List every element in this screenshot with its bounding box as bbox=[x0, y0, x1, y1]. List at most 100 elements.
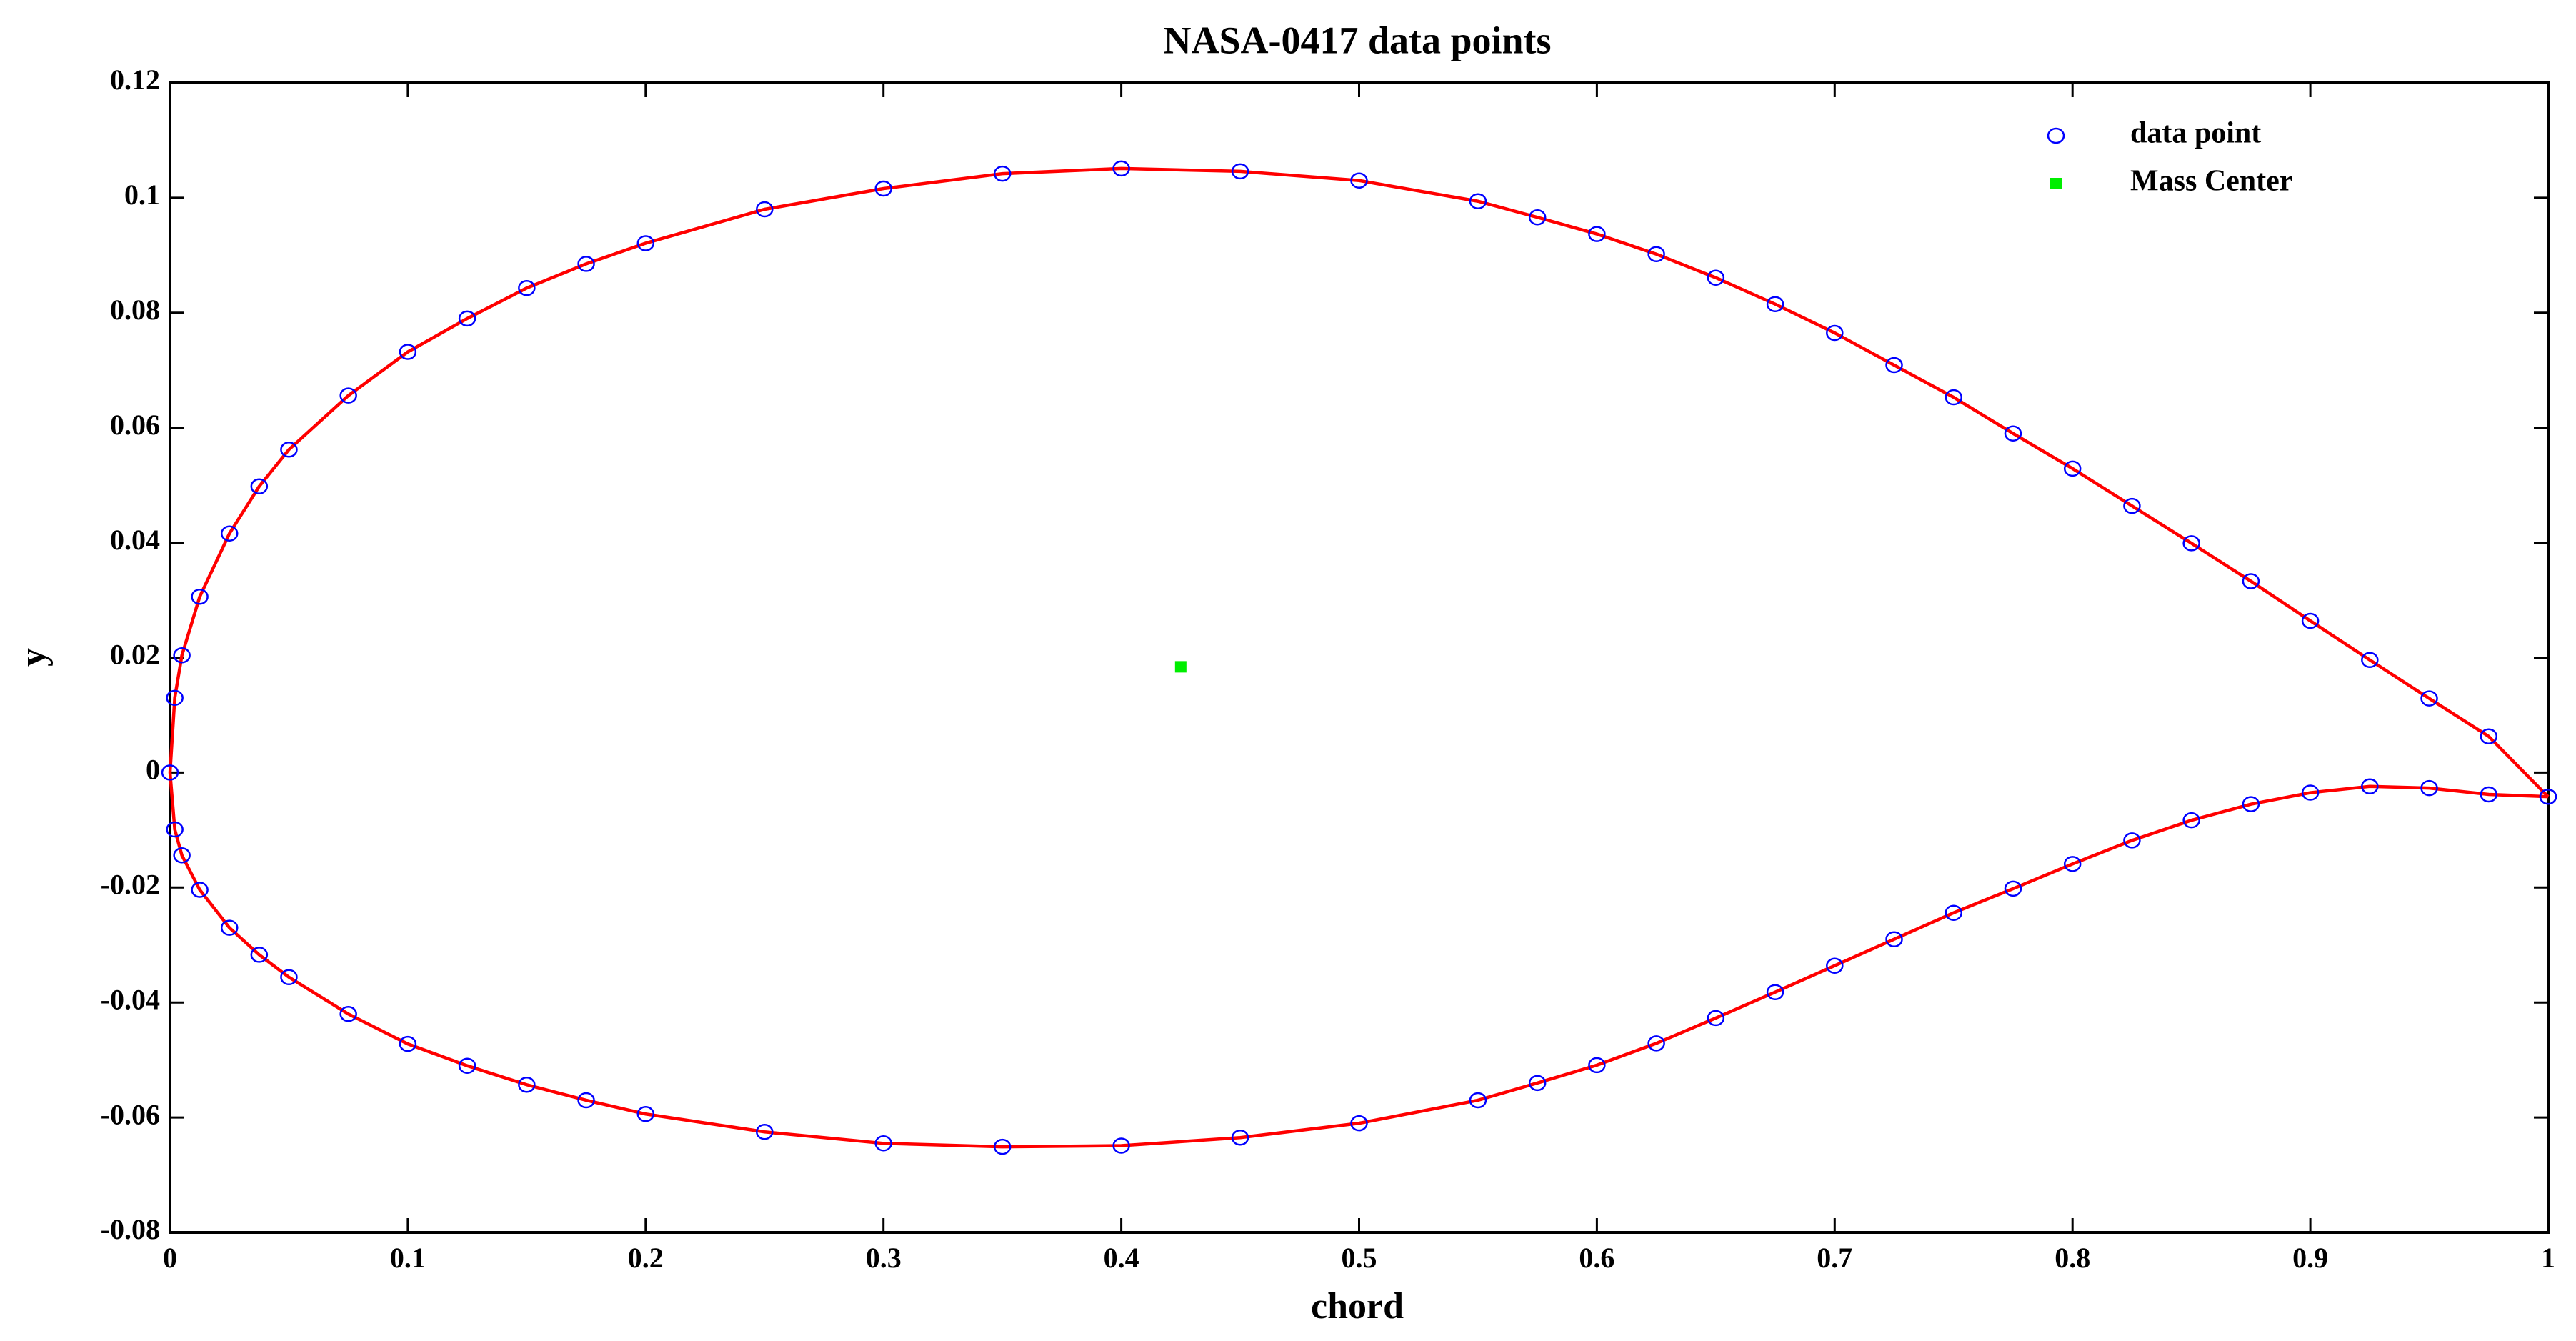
data-point bbox=[339, 1006, 357, 1022]
data-point bbox=[2361, 652, 2379, 668]
data-point bbox=[636, 235, 655, 251]
y-tick-label: -0.02 bbox=[101, 868, 160, 900]
data-point bbox=[518, 279, 536, 296]
data-point bbox=[220, 525, 239, 542]
data-point bbox=[250, 947, 269, 963]
data-point bbox=[399, 344, 417, 360]
data-point bbox=[280, 969, 298, 986]
data-point bbox=[1885, 931, 1903, 947]
data-point bbox=[993, 165, 1012, 182]
data-point bbox=[1647, 1035, 1665, 1052]
data-point bbox=[2182, 535, 2200, 552]
data-point bbox=[1112, 160, 1130, 177]
data-point bbox=[1885, 357, 1903, 374]
y-tick-label: -0.06 bbox=[101, 1098, 160, 1130]
data-point bbox=[2480, 728, 2498, 744]
data-point bbox=[399, 1035, 417, 1052]
x-tick-label: 0 bbox=[163, 1242, 177, 1274]
x-tick-label: 0.1 bbox=[390, 1242, 426, 1274]
x-tick-label: 0.5 bbox=[1342, 1242, 1377, 1274]
data-point bbox=[1826, 957, 1844, 974]
y-tick-label: 0.06 bbox=[110, 409, 160, 441]
data-point bbox=[1588, 1057, 1606, 1074]
data-point bbox=[1647, 246, 1665, 262]
data-point bbox=[1945, 904, 1962, 921]
y-tick-label: 0.08 bbox=[110, 294, 160, 326]
data-point bbox=[1112, 1137, 1130, 1154]
y-tick-label: -0.08 bbox=[101, 1213, 160, 1245]
data-point bbox=[191, 882, 209, 898]
data-point bbox=[1350, 172, 1368, 189]
data-point bbox=[874, 180, 892, 197]
data-point bbox=[1231, 1130, 1249, 1146]
data-point bbox=[2063, 460, 2082, 477]
legend-marker bbox=[2050, 178, 2062, 189]
data-point bbox=[250, 478, 269, 495]
x-tick-label: 0.8 bbox=[2055, 1242, 2090, 1274]
x-tick-label: 0.4 bbox=[1104, 1242, 1139, 1274]
legend-label: data point bbox=[2130, 117, 2261, 150]
y-axis-label: y bbox=[13, 648, 54, 667]
data-point bbox=[161, 764, 179, 781]
data-point bbox=[2123, 832, 2141, 849]
data-point bbox=[166, 689, 184, 707]
data-point bbox=[2123, 497, 2141, 514]
data-point bbox=[1707, 269, 1725, 286]
data-point bbox=[756, 1123, 774, 1140]
data-point bbox=[2301, 612, 2320, 629]
data-point bbox=[636, 1106, 655, 1122]
data-point bbox=[2539, 788, 2557, 805]
data-point bbox=[2242, 796, 2260, 812]
data-point bbox=[1588, 226, 1606, 242]
data-point bbox=[2420, 690, 2438, 707]
data-point bbox=[220, 919, 239, 936]
data-point bbox=[2182, 812, 2200, 829]
x-tick-label: 0.2 bbox=[628, 1242, 664, 1274]
data-point bbox=[1231, 163, 1249, 180]
data-point bbox=[280, 442, 298, 458]
data-point bbox=[2420, 779, 2438, 797]
legend-label: Mass Center bbox=[2130, 165, 2292, 198]
chart-title: NASA-0417 data points bbox=[1163, 19, 1551, 61]
data-point bbox=[1469, 1092, 1487, 1109]
data-point bbox=[173, 847, 191, 864]
data-point bbox=[2004, 425, 2022, 442]
data-point bbox=[458, 1057, 476, 1074]
data-point bbox=[1766, 984, 1784, 1000]
y-tick-label: 0.04 bbox=[110, 524, 160, 556]
x-tick-label: 0.6 bbox=[1579, 1242, 1614, 1274]
data-point bbox=[993, 1138, 1012, 1155]
data-point bbox=[1945, 389, 1962, 406]
data-point bbox=[191, 588, 209, 605]
y-tick-label: 0.02 bbox=[110, 639, 160, 671]
data-point bbox=[756, 201, 774, 218]
data-point bbox=[1174, 661, 1187, 673]
data-point bbox=[1766, 296, 1784, 312]
x-tick-label: 0.3 bbox=[866, 1242, 902, 1274]
y-tick-label: 0.12 bbox=[110, 64, 160, 96]
data-point bbox=[458, 310, 476, 327]
data-point bbox=[518, 1076, 536, 1093]
data-point bbox=[173, 647, 191, 664]
data-point bbox=[2480, 786, 2498, 803]
data-point bbox=[1528, 1075, 1547, 1092]
data-point bbox=[1528, 209, 1547, 226]
data-point bbox=[1350, 1115, 1368, 1132]
y-tick-label: 0 bbox=[146, 754, 160, 786]
data-point bbox=[2242, 573, 2260, 589]
data-point bbox=[874, 1135, 892, 1152]
y-tick-label: 0.1 bbox=[124, 179, 160, 211]
data-point bbox=[577, 256, 595, 272]
data-point bbox=[577, 1092, 595, 1109]
data-point bbox=[2361, 778, 2379, 794]
outline-line bbox=[168, 166, 2550, 1149]
data-point bbox=[2301, 784, 2320, 801]
x-axis-label: chord bbox=[1311, 1286, 1404, 1327]
data-point bbox=[1826, 324, 1844, 342]
legend-marker bbox=[2047, 127, 2065, 144]
data-point bbox=[1707, 1010, 1725, 1027]
x-tick-label: 1 bbox=[2541, 1242, 2555, 1274]
data-point bbox=[339, 387, 357, 404]
